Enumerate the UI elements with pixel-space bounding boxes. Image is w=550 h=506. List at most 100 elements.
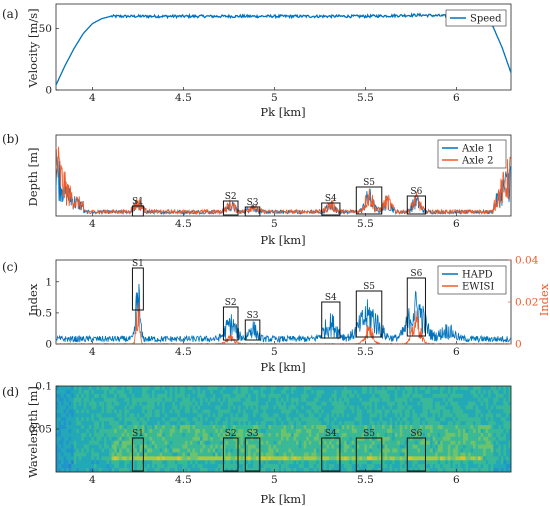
heatmap-cell bbox=[157, 413, 160, 418]
heatmap-cell bbox=[450, 464, 454, 469]
heatmap-cell bbox=[144, 460, 148, 465]
heatmap-cell bbox=[263, 421, 267, 426]
heatmap-cell bbox=[359, 440, 363, 445]
heatmap-cell bbox=[505, 409, 509, 414]
heatmap-cell bbox=[399, 429, 403, 434]
heatmap-cell bbox=[478, 432, 481, 438]
heatmap-cell bbox=[61, 409, 64, 414]
heatmap-cell bbox=[440, 413, 444, 418]
heatmap-cell bbox=[210, 401, 214, 406]
heatmap-cell bbox=[222, 444, 226, 449]
heatmap-cell bbox=[397, 397, 401, 402]
heatmap-cell bbox=[354, 389, 358, 395]
heatmap-cell bbox=[435, 429, 438, 434]
heatmap-cell bbox=[313, 440, 317, 445]
heatmap-cell bbox=[270, 468, 274, 473]
heatmap-cell bbox=[288, 393, 292, 399]
heatmap-cell bbox=[255, 432, 259, 438]
heatmap-cell bbox=[88, 425, 92, 430]
heatmap-cell bbox=[473, 425, 476, 430]
heatmap-cell bbox=[336, 401, 340, 406]
heatmap-cell bbox=[189, 464, 193, 469]
heatmap-cell bbox=[392, 452, 396, 457]
heatmap-cell bbox=[88, 397, 92, 402]
heatmap-cell bbox=[480, 417, 484, 422]
heatmap-cell bbox=[255, 393, 259, 399]
heatmap-cell bbox=[200, 464, 203, 469]
heatmap-cell bbox=[346, 440, 350, 445]
heatmap-cell bbox=[230, 468, 234, 473]
heatmap-cell bbox=[197, 448, 201, 453]
section-box-s2 bbox=[222, 437, 239, 472]
heatmap-cell bbox=[96, 456, 100, 461]
heatmap-cell bbox=[91, 393, 95, 399]
heatmap-cell bbox=[490, 386, 494, 391]
heatmap-cell bbox=[462, 452, 466, 457]
heatmap-cell bbox=[417, 456, 421, 461]
heatmap-cell bbox=[382, 393, 385, 399]
heatmap-cell bbox=[245, 468, 249, 473]
heatmap-cell bbox=[326, 444, 330, 449]
heatmap-cell bbox=[465, 436, 469, 442]
heatmap-cell bbox=[490, 405, 494, 410]
heatmap-cell bbox=[329, 405, 332, 410]
heatmap-cell bbox=[445, 397, 449, 402]
heatmap-cell bbox=[414, 401, 418, 406]
heatmap-cell bbox=[417, 413, 421, 418]
heatmap-cell bbox=[260, 464, 264, 469]
heatmap-cell bbox=[457, 409, 461, 414]
heatmap-cell bbox=[470, 440, 474, 445]
heatmap-cell bbox=[149, 436, 153, 442]
heatmap-cell bbox=[291, 405, 294, 410]
heatmap-cell bbox=[76, 436, 80, 442]
heatmap-cell bbox=[88, 448, 92, 453]
heatmap-cell bbox=[435, 397, 438, 402]
heatmap-cell bbox=[200, 452, 203, 457]
heatmap-cell bbox=[374, 429, 378, 434]
heatmap-cell bbox=[195, 401, 198, 406]
heatmap-cell bbox=[68, 429, 72, 434]
heatmap-cell bbox=[306, 436, 310, 442]
heatmap-cell bbox=[169, 397, 173, 402]
heatmap-cell bbox=[134, 436, 138, 442]
heatmap-cell bbox=[321, 425, 325, 430]
heatmap-cell bbox=[291, 417, 294, 422]
heatmap-cell bbox=[255, 386, 259, 391]
heatmap-cell bbox=[359, 405, 363, 410]
heatmap-cell bbox=[248, 417, 251, 422]
heatmap-cell bbox=[488, 468, 492, 473]
heatmap-cell bbox=[445, 444, 449, 449]
heatmap-cell bbox=[149, 456, 153, 461]
heatmap-cell bbox=[76, 452, 80, 457]
heatmap-cell bbox=[225, 401, 229, 406]
heatmap-cell bbox=[334, 456, 337, 461]
heatmap-cell bbox=[275, 409, 279, 414]
heatmap-cell bbox=[101, 397, 105, 402]
heatmap-cell bbox=[382, 401, 385, 406]
heatmap-cell bbox=[192, 417, 196, 422]
heatmap-cell bbox=[101, 389, 105, 395]
heatmap-cell bbox=[351, 405, 355, 410]
section-label-s1: S1 bbox=[132, 429, 144, 439]
heatmap-cell bbox=[465, 417, 469, 422]
heatmap-cell bbox=[425, 444, 428, 449]
heatmap-cell bbox=[450, 425, 454, 430]
x-tick-label: 5.5 bbox=[357, 346, 374, 358]
heatmap-cell bbox=[450, 440, 454, 445]
heatmap-cell bbox=[273, 413, 277, 418]
heatmap-cell bbox=[243, 444, 246, 449]
heatmap-cell bbox=[435, 413, 438, 418]
heatmap-cell bbox=[134, 397, 138, 402]
heatmap-cell bbox=[88, 386, 92, 391]
heatmap-cell bbox=[114, 452, 117, 457]
heatmap-cell bbox=[197, 389, 201, 395]
heatmap-cell bbox=[422, 452, 426, 457]
heatmap-cell bbox=[316, 444, 320, 449]
heatmap-cell bbox=[447, 452, 451, 457]
heatmap-cell bbox=[399, 436, 403, 442]
heatmap-cell bbox=[364, 436, 368, 442]
heatmap-cell bbox=[182, 393, 186, 399]
heatmap-cell bbox=[485, 401, 489, 406]
heatmap-cell bbox=[240, 401, 244, 406]
heatmap-cell bbox=[432, 429, 436, 434]
